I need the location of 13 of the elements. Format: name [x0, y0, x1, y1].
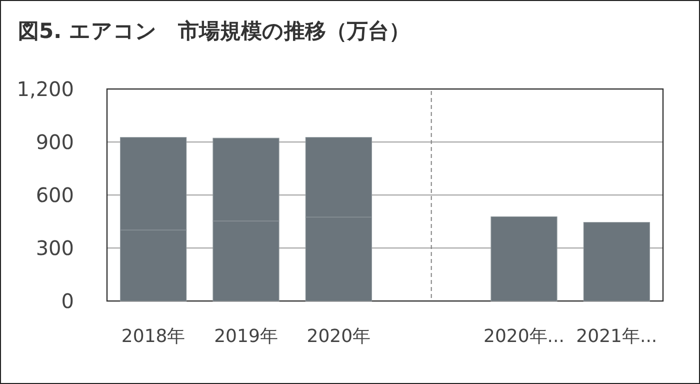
y-tick-label: 300 — [36, 236, 74, 260]
y-tick-label: 1,200 — [16, 77, 74, 101]
x-tick-label: 2021年... — [576, 326, 658, 347]
bar — [583, 222, 650, 302]
y-tick-label: 600 — [36, 183, 74, 207]
y-tick-label: 900 — [36, 130, 74, 154]
x-tick-label: 2019年 — [214, 326, 278, 347]
chart-title: 図5. エアコン 市場規模の推移（万台） — [18, 19, 410, 43]
x-tick-label: 2020年 — [306, 326, 371, 347]
x-tick-label: 2020年... — [484, 326, 564, 347]
y-tick-label: 0 — [61, 289, 74, 313]
bar — [490, 216, 558, 302]
x-tick-label: 2018年 — [121, 326, 186, 347]
